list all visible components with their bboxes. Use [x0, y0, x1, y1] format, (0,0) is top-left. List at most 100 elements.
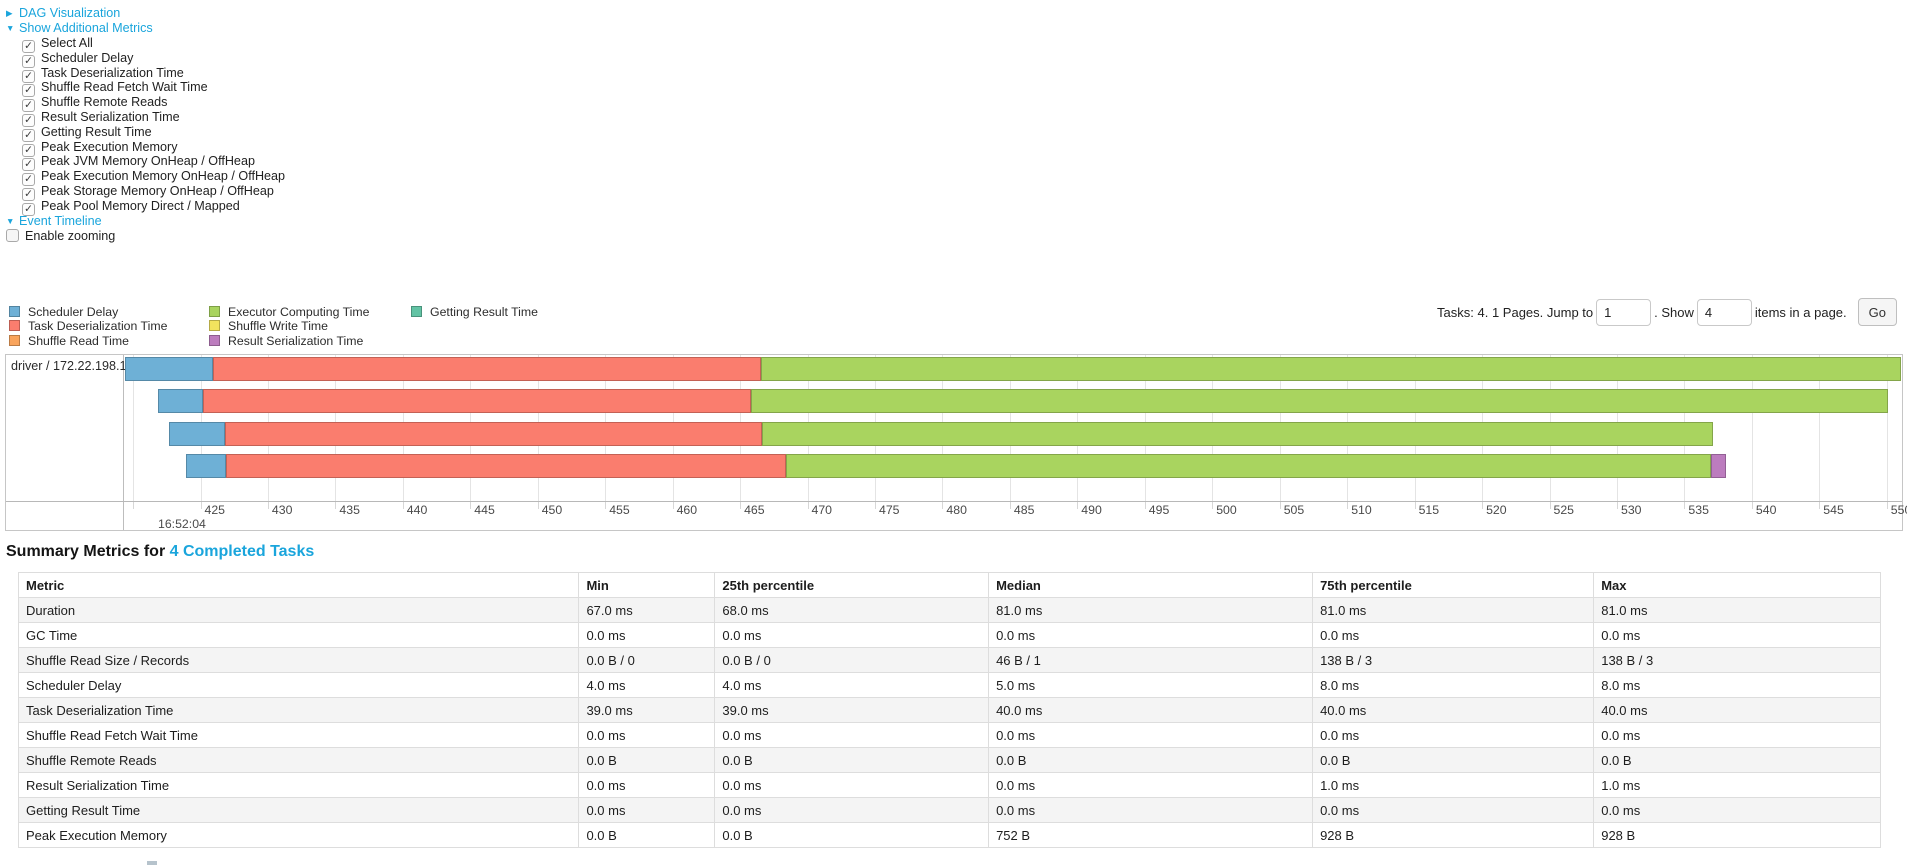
legend-item: Executor Computing Time: [209, 305, 387, 319]
metric-checkbox-row[interactable]: ✓ Getting Result Time: [6, 125, 285, 142]
metric-checkbox-row[interactable]: ✓ Peak JVM Memory OnHeap / OffHeap: [6, 154, 285, 172]
timeline-bar-segment[interactable]: [226, 454, 787, 479]
time-axis-tick-label: 470: [811, 503, 833, 517]
metric-value-cell: 0.0 ms: [1312, 722, 1595, 748]
metric-checkbox-row[interactable]: ✓ Scheduler Delay: [6, 50, 285, 68]
enable-zooming-row[interactable]: Enable zooming: [6, 228, 285, 244]
metric-checkbox-row[interactable]: ✓ Result Serialization Time: [6, 110, 285, 127]
metric-checkbox-label: Scheduler Delay: [41, 50, 134, 65]
summary-metrics-table: Metric Min 25th percentile Median 75th perce…: [17, 572, 1881, 848]
go-button[interactable]: Go: [1857, 298, 1897, 326]
stage-controls-panel: ▶ DAG Visualization ▼ Show Additional Metr…: [6, 6, 285, 243]
metric-checkbox-row[interactable]: ✓ Peak Execution Memory OnHeap / OffHeap: [6, 169, 286, 187]
timeline-bar-segment[interactable]: [158, 389, 204, 414]
table-row: Shuffle Read Size / Records 0.0 B / 0 0.0 …: [17, 647, 1881, 673]
timeline-bar-segment[interactable]: [761, 357, 1902, 381]
time-axis-tick-label: 490: [1081, 503, 1102, 517]
table-row: Getting Result Time 0.0 ms 0.0 ms 0.0 ms 0.0…: [17, 797, 1881, 823]
summary-column-header: Metric: [17, 572, 580, 598]
checkbox-checked-icon[interactable]: ✓: [22, 40, 35, 53]
timeline-bar-segment[interactable]: [203, 389, 752, 414]
checkbox-checked-icon[interactable]: ✓: [22, 187, 35, 201]
time-axis-tick: [1819, 502, 1821, 509]
timeline-bar-segment[interactable]: [1710, 454, 1726, 479]
time-axis-tick-label: 510: [1351, 503, 1372, 517]
checkbox-checked-icon[interactable]: ✓: [22, 99, 35, 113]
metric-value-cell: 138 B / 3: [1593, 647, 1881, 673]
timeline-bar-segment[interactable]: [124, 357, 213, 381]
time-axis-tick: [200, 502, 202, 509]
event-timeline-toggle[interactable]: ▼ Event Timeline: [6, 214, 285, 229]
dag-visualization-link[interactable]: DAG Visualization: [19, 6, 121, 20]
checkbox-checked-icon[interactable]: ✓: [22, 69, 35, 83]
summary-metrics-table-wrap: Metric Min 25th percentile Median 75th perce…: [17, 572, 1881, 848]
time-axis-tick: [133, 502, 134, 509]
timeline-bar-segment[interactable]: [169, 421, 226, 446]
timeline-bar-segment[interactable]: [186, 454, 226, 479]
metric-checkbox-row[interactable]: ✓ Peak Storage Memory OnHeap / OffHeap: [6, 184, 285, 201]
legend-item: Task Deserialization Time: [9, 319, 185, 333]
metric-value-cell: 0.0 B: [1312, 747, 1595, 773]
checkbox-checked-icon[interactable]: ✓: [22, 128, 35, 142]
table-row: Shuffle Remote Reads 0.0 B 0.0 B 0.0 B 0.0 B…: [17, 747, 1881, 773]
metric-value-cell: 0.0 ms: [578, 797, 716, 823]
checkbox-checked-icon[interactable]: ✓: [22, 84, 35, 98]
timeline-bar-segment[interactable]: [213, 357, 761, 381]
timeline-bar-segment[interactable]: [225, 421, 762, 446]
metric-value-cell: 81.0 ms: [988, 597, 1314, 623]
time-axis-tick-label: 430: [271, 503, 293, 517]
metric-checkbox-label: Shuffle Remote Reads: [41, 95, 168, 110]
checkbox-checked-icon[interactable]: ✓: [22, 158, 35, 172]
completed-tasks-link[interactable]: 4 Completed Tasks: [169, 543, 315, 560]
time-axis-tick: [1347, 502, 1349, 509]
metric-checkbox-row[interactable]: ✓ Peak Pool Memory Direct / Mapped: [6, 199, 285, 216]
time-axis-tick-label: 545: [1823, 503, 1844, 517]
show-additional-metrics-link[interactable]: Show Additional Metrics: [19, 21, 153, 35]
checkbox-checked-icon[interactable]: ✓: [22, 143, 35, 157]
checkbox-checked-icon[interactable]: ✓: [22, 173, 35, 187]
time-axis-tick: [1482, 502, 1484, 509]
checkbox-checked-icon[interactable]: ✓: [22, 54, 35, 68]
time-axis-tick-label: 475: [879, 503, 900, 517]
time-axis-tick: [537, 502, 539, 509]
checkbox-unchecked-icon[interactable]: [6, 228, 19, 242]
summary-column-header: 25th percentile: [714, 572, 990, 598]
time-axis-tick: [1684, 502, 1686, 509]
legend-item-label: Shuffle Read Time: [28, 333, 129, 348]
metric-checkbox-row[interactable]: ✓ Task Deserialization Time: [6, 66, 285, 83]
metric-value-cell: 46 B / 1: [988, 647, 1314, 673]
metric-checkbox-row[interactable]: ✓ Shuffle Remote Reads: [6, 95, 285, 113]
metric-value-cell: 0.0 ms: [578, 622, 716, 648]
time-axis-tick: [1009, 502, 1011, 509]
show-additional-metrics-toggle[interactable]: ▼ Show Additional Metrics: [6, 21, 285, 36]
time-axis-tick-label: 495: [1148, 503, 1170, 517]
time-axis-tick-label: 455: [609, 503, 630, 517]
time-axis-tick: [1414, 502, 1416, 509]
legend-item: Result Serialization Time: [209, 334, 387, 348]
time-axis-tick: [335, 502, 337, 509]
timeline-bar-segment[interactable]: [762, 421, 1713, 446]
timeline-bar-segment[interactable]: [786, 454, 1711, 479]
metric-checkbox-row[interactable]: ✓ Shuffle Read Fetch Wait Time: [6, 80, 285, 98]
items-per-page-input[interactable]: [1696, 298, 1752, 326]
event-timeline-link[interactable]: Event Timeline: [19, 213, 102, 228]
timeline-gridline: [1886, 355, 1888, 501]
checkbox-checked-icon[interactable]: ✓: [22, 202, 35, 216]
metric-name-cell: Shuffle Remote Reads: [17, 747, 580, 773]
timeline-bar-segment[interactable]: [751, 389, 1889, 414]
legend-column: Executor Computing Time Shuffle Write Tim…: [209, 305, 387, 348]
time-axis-tick-label: 450: [541, 503, 563, 517]
dag-visualization-toggle[interactable]: ▶ DAG Visualization: [6, 6, 285, 21]
metric-checkbox-label: Peak Execution Memory OnHeap / OffHeap: [41, 169, 286, 184]
metric-value-cell: 8.0 ms: [1593, 672, 1881, 698]
metric-value-cell: 81.0 ms: [1593, 597, 1881, 623]
metric-checkbox-row[interactable]: ✓ Peak Execution Memory: [6, 140, 285, 157]
metric-checkbox-row[interactable]: ✓ Select All: [6, 36, 285, 53]
checkbox-checked-icon[interactable]: ✓: [22, 113, 35, 127]
jump-to-page-input[interactable]: [1596, 298, 1652, 326]
legend-item-label: Shuffle Write Time: [228, 319, 329, 334]
metric-value-cell: 0.0 ms: [988, 797, 1314, 823]
time-axis-tick-label: 425: [204, 503, 226, 517]
metric-name-cell: Shuffle Read Size / Records: [17, 647, 580, 673]
metric-value-cell: 67.0 ms: [578, 597, 716, 623]
